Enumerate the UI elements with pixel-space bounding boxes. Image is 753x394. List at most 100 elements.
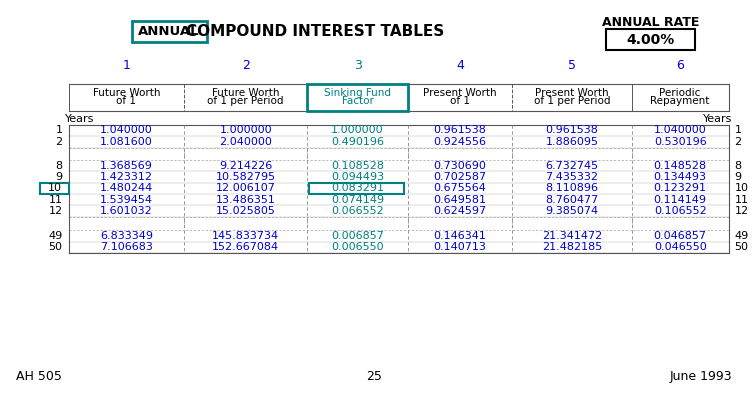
Text: 0.624597: 0.624597 [434,206,486,216]
Text: 13.486351: 13.486351 [215,195,276,205]
Text: Future Worth: Future Worth [93,87,160,98]
Text: 8.110896: 8.110896 [545,183,599,193]
Text: 1.000000: 1.000000 [219,126,272,136]
Text: 1.423312: 1.423312 [100,172,153,182]
Text: 0.702587: 0.702587 [434,172,486,182]
Text: 3: 3 [354,59,361,72]
Text: 0.123291: 0.123291 [654,183,706,193]
Text: 0.046550: 0.046550 [654,242,706,253]
Text: 9.385074: 9.385074 [545,206,599,216]
Text: of 1 per Period: of 1 per Period [534,96,610,106]
Text: 0.114149: 0.114149 [654,195,706,205]
Text: 8: 8 [735,161,742,171]
Text: Factor: Factor [342,96,373,106]
Text: 21.341472: 21.341472 [542,231,602,241]
Text: 49: 49 [48,231,62,241]
Text: 8: 8 [56,161,62,171]
Text: 10: 10 [735,183,748,193]
Text: 12: 12 [48,206,62,216]
Text: 50: 50 [735,242,748,253]
Text: 0.108528: 0.108528 [331,161,384,171]
Text: 0.924556: 0.924556 [434,137,486,147]
FancyBboxPatch shape [40,183,69,194]
Text: 0.530196: 0.530196 [654,137,706,147]
Text: 8.760477: 8.760477 [545,195,599,205]
Text: Present Worth: Present Worth [535,87,609,98]
Text: 6.732745: 6.732745 [545,161,599,171]
Text: 11: 11 [48,195,62,205]
Text: 10: 10 [47,183,61,193]
Text: 11: 11 [735,195,748,205]
Text: 2: 2 [56,137,62,147]
Text: 10: 10 [48,183,62,193]
Text: AH 505: AH 505 [17,370,62,383]
Text: 0.146341: 0.146341 [434,231,486,241]
Text: 50: 50 [48,242,62,253]
Text: 1.539454: 1.539454 [100,195,153,205]
Text: of 1: of 1 [116,96,136,106]
Text: 0.046857: 0.046857 [654,231,706,241]
Text: 10.582795: 10.582795 [215,172,276,182]
Text: COMPOUND INTEREST TABLES: COMPOUND INTEREST TABLES [185,24,444,39]
Text: ANNUAL: ANNUAL [139,25,200,38]
Text: 0.006857: 0.006857 [331,231,384,241]
Text: 1.368569: 1.368569 [100,161,153,171]
Text: ANNUAL RATE: ANNUAL RATE [602,17,699,30]
Text: 0.961538: 0.961538 [546,126,599,136]
Text: 0.961538: 0.961538 [434,126,486,136]
Text: 0.083291: 0.083291 [331,183,384,193]
Text: 0.094493: 0.094493 [331,172,384,182]
Text: 145.833734: 145.833734 [212,231,279,241]
Text: 4: 4 [456,59,464,72]
Text: 2: 2 [735,137,742,147]
Text: 0.649581: 0.649581 [434,195,486,205]
Text: 1: 1 [735,126,742,136]
Text: 1.040000: 1.040000 [100,126,153,136]
Text: 1.601032: 1.601032 [100,206,153,216]
Text: 0.066552: 0.066552 [331,206,384,216]
Text: 0.140713: 0.140713 [434,242,486,253]
FancyBboxPatch shape [132,21,206,43]
Text: 1.480244: 1.480244 [99,183,153,193]
Text: 0.106552: 0.106552 [654,206,706,216]
Text: 0.490196: 0.490196 [331,137,384,147]
Text: 9.214226: 9.214226 [219,161,273,171]
Text: 7.435332: 7.435332 [545,172,599,182]
Text: 1.081600: 1.081600 [100,137,153,147]
FancyBboxPatch shape [605,29,695,50]
Text: Repayment: Repayment [651,96,710,106]
Text: June 1993: June 1993 [669,370,733,383]
FancyBboxPatch shape [309,183,404,194]
Text: Future Worth: Future Worth [212,87,279,98]
Text: 0.006550: 0.006550 [331,242,384,253]
Text: 1: 1 [123,59,130,72]
Text: 0.083291: 0.083291 [331,183,384,193]
Text: 4.00%: 4.00% [626,33,675,46]
Text: 6: 6 [676,59,684,72]
Text: Present Worth: Present Worth [423,87,497,98]
Text: 0.730690: 0.730690 [434,161,486,171]
Text: 1.886095: 1.886095 [545,137,599,147]
Text: 0.074149: 0.074149 [331,195,384,205]
Text: Years: Years [703,114,733,124]
Text: 15.025805: 15.025805 [215,206,276,216]
Text: 49: 49 [735,231,748,241]
Text: 12: 12 [735,206,748,216]
Text: 6.833349: 6.833349 [100,231,153,241]
Text: Periodic: Periodic [660,87,701,98]
Text: 2.040000: 2.040000 [219,137,272,147]
Text: 152.667084: 152.667084 [212,242,279,253]
Text: 25: 25 [367,370,383,383]
Text: 1.000000: 1.000000 [331,126,384,136]
Text: 2: 2 [242,59,249,72]
Text: 1: 1 [56,126,62,136]
Text: 0.134493: 0.134493 [654,172,706,182]
Text: 9: 9 [735,172,742,182]
Text: of 1 per Period: of 1 per Period [207,96,284,106]
Text: 1.040000: 1.040000 [654,126,706,136]
Text: 12.006107: 12.006107 [215,183,276,193]
Text: Sinking Fund: Sinking Fund [324,87,391,98]
Text: 9: 9 [56,172,62,182]
Text: 0.675564: 0.675564 [434,183,486,193]
Text: 5: 5 [568,59,576,72]
